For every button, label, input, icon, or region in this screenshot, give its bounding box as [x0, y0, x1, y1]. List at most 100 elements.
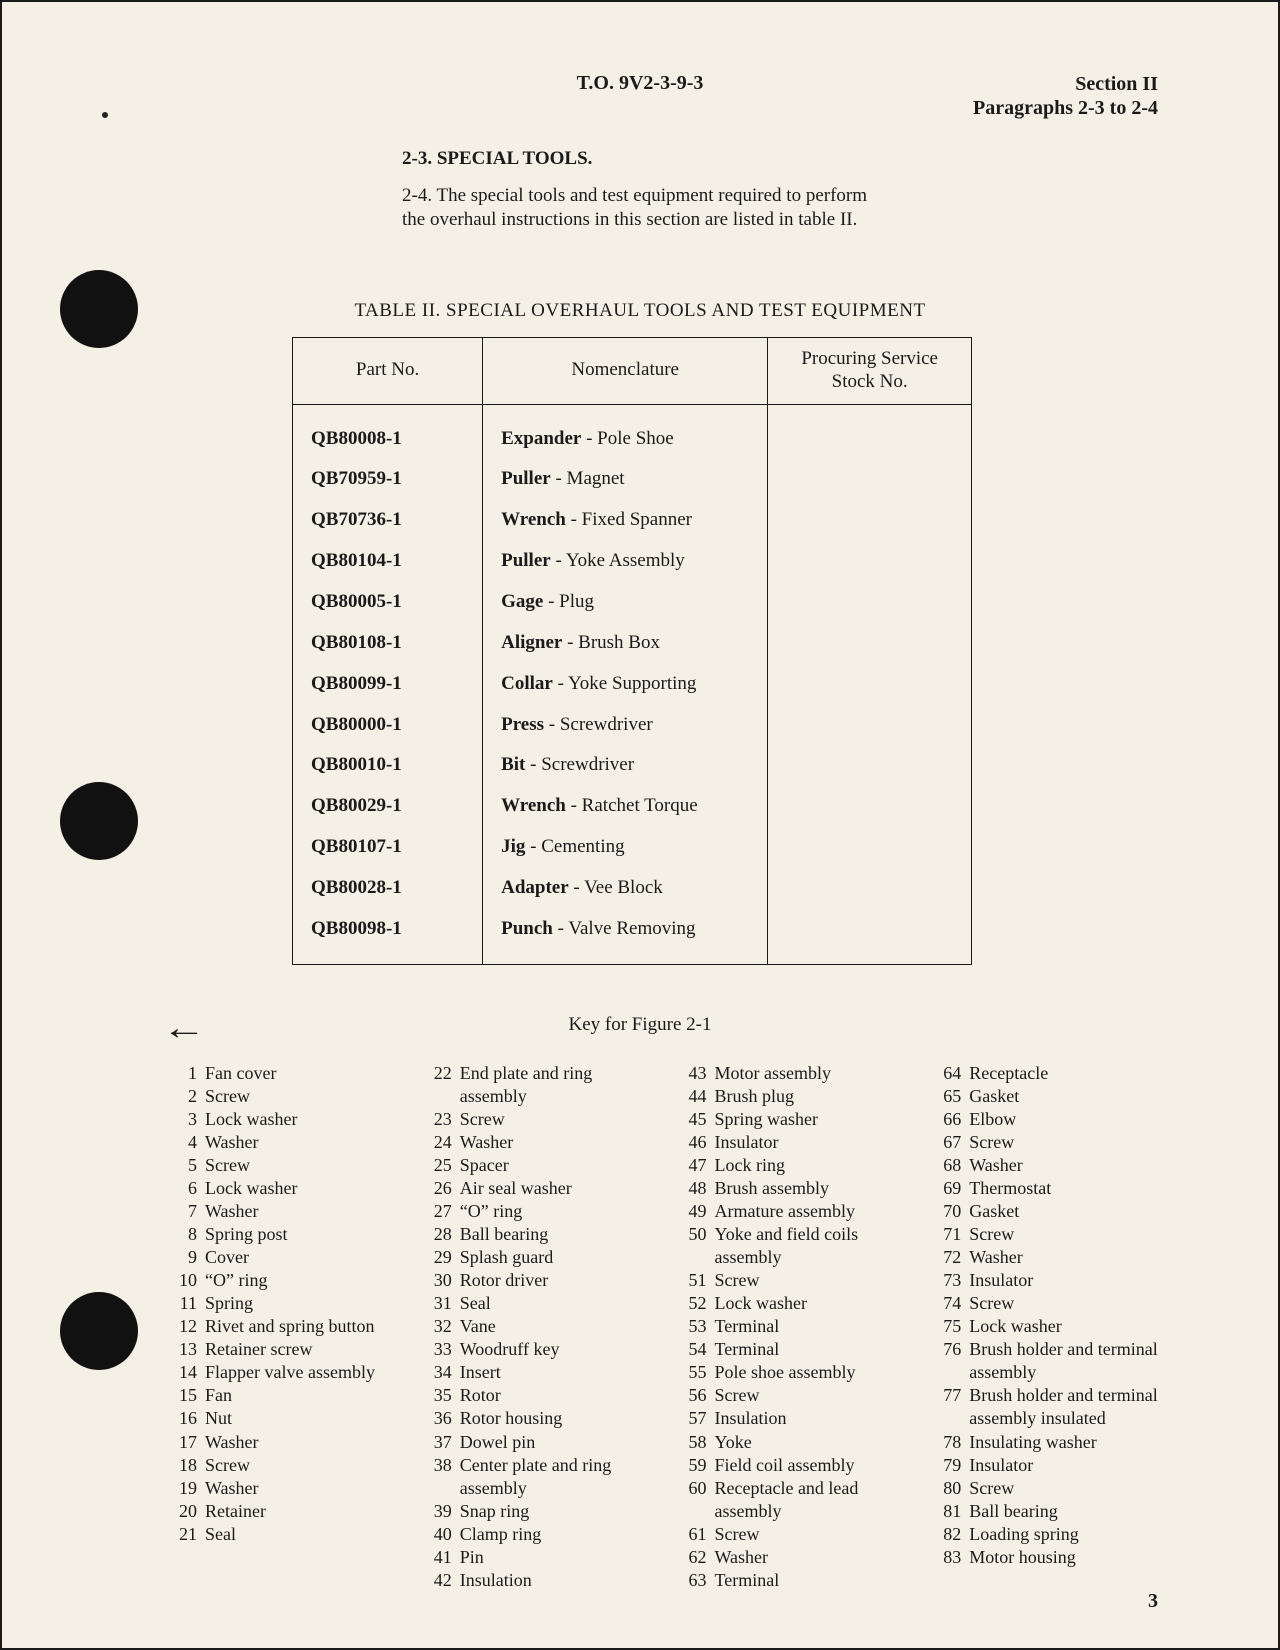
key-item-label: Pin — [460, 1546, 649, 1569]
key-item: 80Screw — [931, 1477, 1158, 1500]
key-item-label: Lock ring — [715, 1154, 904, 1177]
key-item-label: Washer — [205, 1200, 394, 1223]
key-column: 22End plate and ring assembly23Screw24Wa… — [422, 1062, 649, 1592]
key-item-label: End plate and ring assembly — [460, 1062, 649, 1108]
key-item-number: 33 — [422, 1338, 460, 1361]
key-item: 35Rotor — [422, 1384, 649, 1407]
key-item: 60Receptacle and lead assembly — [677, 1477, 904, 1523]
key-item-label: Fan — [205, 1384, 394, 1407]
key-item: 62Washer — [677, 1546, 904, 1569]
table-row-nom: Expander - Pole Shoe — [501, 419, 749, 460]
key-item: 6Lock washer — [167, 1177, 394, 1200]
key-column: 1Fan cover2Screw3Lock washer4Washer5Scre… — [167, 1062, 394, 1592]
key-item-label: Screw — [715, 1269, 904, 1292]
key-item: 59Field coil assembly — [677, 1454, 904, 1477]
stock-cell — [768, 404, 972, 964]
key-item-number: 55 — [677, 1361, 715, 1384]
key-item-label: Ball bearing — [460, 1223, 649, 1246]
key-item: 56Screw — [677, 1384, 904, 1407]
key-item: 43Motor assembly — [677, 1062, 904, 1085]
key-item-number: 36 — [422, 1407, 460, 1430]
key-item-label: Ball bearing — [969, 1500, 1158, 1523]
key-columns: 1Fan cover2Screw3Lock washer4Washer5Scre… — [167, 1062, 1158, 1592]
key-item-number: 41 — [422, 1546, 460, 1569]
key-item: 44Brush plug — [677, 1085, 904, 1108]
key-item: 57Insulation — [677, 1407, 904, 1430]
key-item: 58Yoke — [677, 1431, 904, 1454]
key-item-number: 70 — [931, 1200, 969, 1223]
table-row-part: QB70959-1 — [311, 459, 464, 500]
col-head-stock: Procuring Service Stock No. — [768, 338, 972, 405]
key-item: 55Pole shoe assembly — [677, 1361, 904, 1384]
key-item-number: 63 — [677, 1569, 715, 1592]
key-item: 74Screw — [931, 1292, 1158, 1315]
key-item-number: 60 — [677, 1477, 715, 1523]
key-item: 53Terminal — [677, 1315, 904, 1338]
table-row-part: QB80010-1 — [311, 745, 464, 786]
key-item-number: 80 — [931, 1477, 969, 1500]
key-item-number: 64 — [931, 1062, 969, 1085]
key-item-number: 12 — [167, 1315, 205, 1338]
key-item-number: 34 — [422, 1361, 460, 1384]
key-item-number: 4 — [167, 1131, 205, 1154]
key-item: 47Lock ring — [677, 1154, 904, 1177]
key-item-label: Terminal — [715, 1338, 904, 1361]
key-item-number: 57 — [677, 1407, 715, 1430]
key-item: 45Spring washer — [677, 1108, 904, 1131]
col-head-stock-l1: Procuring Service — [801, 348, 938, 369]
key-item-label: Spring — [205, 1292, 394, 1315]
tools-table: Part No. Nomenclature Procuring Service … — [292, 337, 972, 965]
key-item-label: Screw — [715, 1523, 904, 1546]
key-item-label: Insulation — [715, 1407, 904, 1430]
key-item-label: Terminal — [715, 1569, 904, 1592]
key-item-number: 61 — [677, 1523, 715, 1546]
key-item: 15Fan — [167, 1384, 394, 1407]
col-head-nomenclature: Nomenclature — [483, 338, 768, 405]
key-item: 10“O” ring — [167, 1269, 394, 1292]
key-item: 4Washer — [167, 1131, 394, 1154]
table-row-nom: Collar - Yoke Supporting — [501, 664, 749, 705]
key-item: 65Gasket — [931, 1085, 1158, 1108]
page-number: 3 — [1148, 1590, 1158, 1613]
key-item-label: Thermostat — [969, 1177, 1158, 1200]
table-row-nom: Adapter - Vee Block — [501, 868, 749, 909]
key-item-number: 79 — [931, 1454, 969, 1477]
table-row-nom: Jig - Cementing — [501, 827, 749, 868]
key-item: 41Pin — [422, 1546, 649, 1569]
key-item-label: Air seal washer — [460, 1177, 649, 1200]
key-column: 43Motor assembly44Brush plug45Spring was… — [677, 1062, 904, 1592]
key-item: 33Woodruff key — [422, 1338, 649, 1361]
key-item-number: 14 — [167, 1361, 205, 1384]
key-item: 9Cover — [167, 1246, 394, 1269]
key-item-label: Yoke — [715, 1431, 904, 1454]
key-item: 18Screw — [167, 1454, 394, 1477]
key-item: 49Armature assembly — [677, 1200, 904, 1223]
table-row-nom: Aligner - Brush Box — [501, 623, 749, 664]
key-item-label: Brush plug — [715, 1085, 904, 1108]
key-item-number: 59 — [677, 1454, 715, 1477]
table-row-nom: Wrench - Ratchet Torque — [501, 786, 749, 827]
key-item-label: Seal — [460, 1292, 649, 1315]
table-row-part: QB80108-1 — [311, 623, 464, 664]
key-item-number: 43 — [677, 1062, 715, 1085]
key-item-label: Woodruff key — [460, 1338, 649, 1361]
key-item: 13Retainer screw — [167, 1338, 394, 1361]
key-item-number: 30 — [422, 1269, 460, 1292]
key-item-number: 65 — [931, 1085, 969, 1108]
key-item-label: Rotor housing — [460, 1407, 649, 1430]
key-item-number: 6 — [167, 1177, 205, 1200]
key-item-label: Fan cover — [205, 1062, 394, 1085]
section-body: 2-3. SPECIAL TOOLS. 2-4. The special too… — [402, 147, 878, 233]
key-item-label: Insulating washer — [969, 1431, 1158, 1454]
tools-table-wrap: Part No. Nomenclature Procuring Service … — [292, 337, 972, 965]
key-item-label: Washer — [205, 1431, 394, 1454]
key-item-number: 26 — [422, 1177, 460, 1200]
key-item-label: Dowel pin — [460, 1431, 649, 1454]
key-item-number: 83 — [931, 1546, 969, 1569]
table-row-nom: Gage - Plug — [501, 582, 749, 623]
key-item-label: Armature assembly — [715, 1200, 904, 1223]
table-row-nom: Wrench - Fixed Spanner — [501, 500, 749, 541]
key-item-number: 48 — [677, 1177, 715, 1200]
table-row-part: QB80099-1 — [311, 664, 464, 705]
key-item: 1Fan cover — [167, 1062, 394, 1085]
